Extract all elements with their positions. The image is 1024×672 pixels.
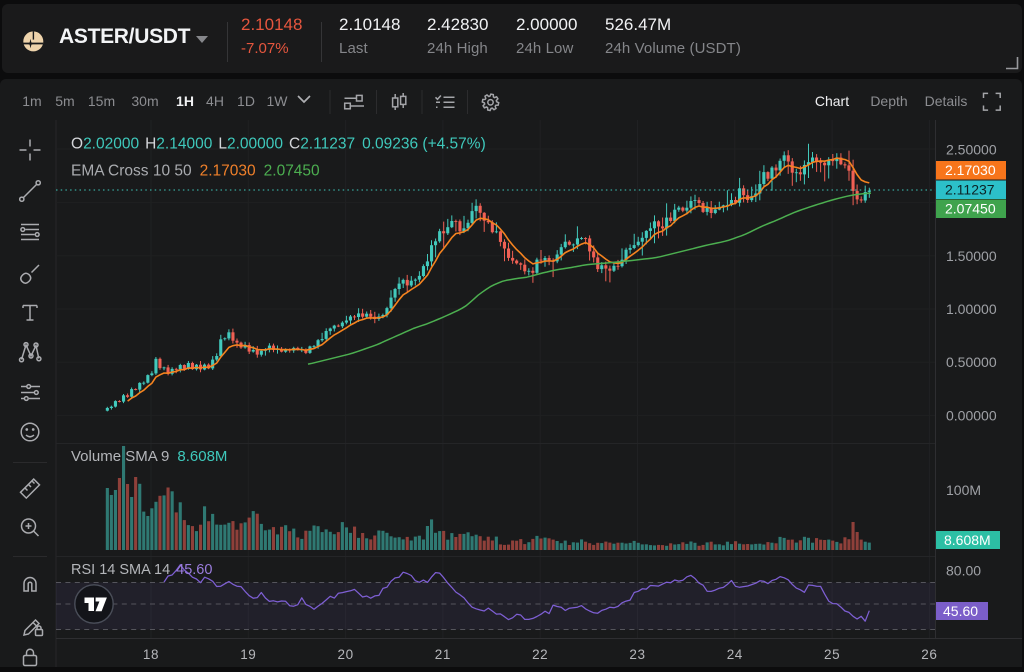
svg-text:80.00: 80.00: [946, 563, 981, 579]
svg-text:18: 18: [143, 647, 159, 662]
svg-text:2.17030: 2.17030: [945, 162, 996, 178]
svg-text:1.00000: 1.00000: [946, 301, 997, 317]
svg-text:24: 24: [727, 647, 743, 662]
svg-text:26: 26: [921, 647, 937, 662]
svg-text:22: 22: [532, 647, 548, 662]
svg-text:21: 21: [435, 647, 451, 662]
svg-text:19: 19: [240, 647, 256, 662]
svg-text:100M: 100M: [946, 482, 981, 498]
svg-text:2.07450: 2.07450: [945, 201, 996, 217]
svg-text:Volume SMA 98.608M: Volume SMA 9 8.608M: [71, 448, 227, 465]
svg-text:0.50000: 0.50000: [946, 354, 997, 370]
svg-text:23: 23: [629, 647, 645, 662]
svg-text:0.00000: 0.00000: [946, 407, 997, 423]
svg-text:20: 20: [337, 647, 353, 662]
svg-text:25: 25: [824, 647, 840, 662]
svg-text:2.50000: 2.50000: [946, 141, 997, 157]
svg-text:8.608M: 8.608M: [944, 532, 991, 548]
svg-text:45.60: 45.60: [943, 603, 978, 619]
svg-text:2.11237: 2.11237: [945, 182, 995, 198]
svg-text:1.50000: 1.50000: [946, 248, 997, 264]
